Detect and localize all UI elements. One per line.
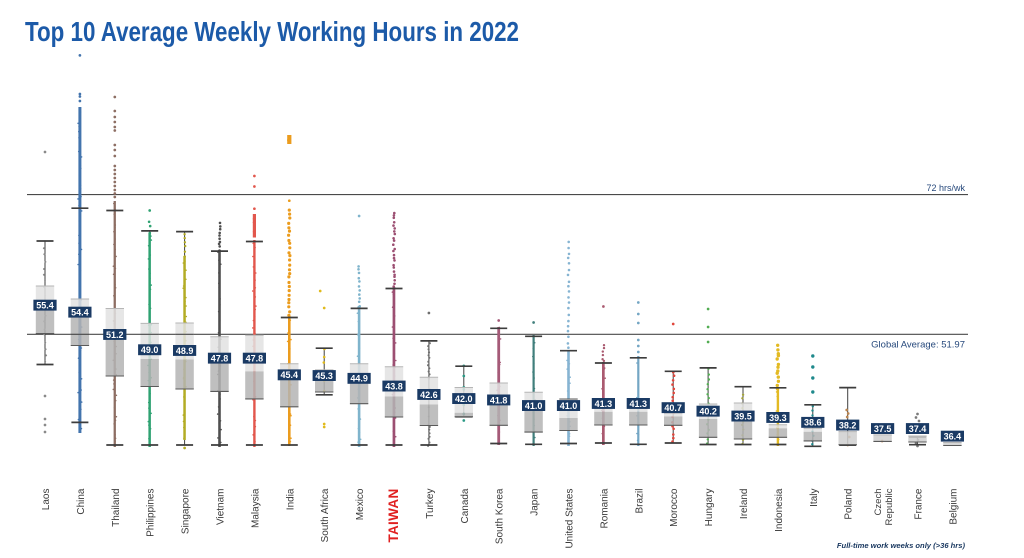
svg-text:49.0: 49.0 xyxy=(141,345,159,355)
svg-text:Turkey: Turkey xyxy=(425,489,436,519)
svg-text:47.8: 47.8 xyxy=(246,354,264,364)
svg-text:54.4: 54.4 xyxy=(71,308,89,318)
svg-text:36.4: 36.4 xyxy=(944,432,962,442)
svg-text:Poland: Poland xyxy=(844,489,855,520)
svg-text:Mexico: Mexico xyxy=(355,488,366,520)
svg-text:55.4: 55.4 xyxy=(36,301,54,311)
svg-text:41.8: 41.8 xyxy=(490,395,508,405)
svg-text:Philippines: Philippines xyxy=(146,489,157,537)
svg-text:45.4: 45.4 xyxy=(281,370,299,380)
svg-text:Singapore: Singapore xyxy=(181,488,192,534)
svg-text:42.0: 42.0 xyxy=(455,394,473,404)
svg-text:Global Average: 51.97: Global Average: 51.97 xyxy=(871,340,965,351)
svg-text:Vietnam: Vietnam xyxy=(216,489,227,526)
svg-text:Republic: Republic xyxy=(884,488,895,525)
svg-text:Full-time work weeks only (>36: Full-time work weeks only (>36 hrs) xyxy=(837,541,966,550)
svg-text:48.9: 48.9 xyxy=(176,346,194,356)
svg-text:Italy: Italy xyxy=(809,489,820,507)
svg-text:Top 10 Average Weekly Working: Top 10 Average Weekly Working Hours in 2… xyxy=(25,16,519,47)
svg-text:Hungary: Hungary xyxy=(704,489,715,527)
svg-text:Brazil: Brazil xyxy=(634,489,645,514)
svg-text:India: India xyxy=(285,488,296,510)
svg-text:Japan: Japan xyxy=(530,489,541,516)
svg-text:39.3: 39.3 xyxy=(769,413,787,423)
svg-text:Canada: Canada xyxy=(460,488,471,523)
svg-text:Thailand: Thailand xyxy=(111,489,122,527)
svg-text:South Korea: South Korea xyxy=(495,488,506,544)
svg-text:37.5: 37.5 xyxy=(874,424,892,434)
svg-text:38.6: 38.6 xyxy=(804,418,822,428)
svg-text:South Africa: South Africa xyxy=(320,488,331,542)
svg-text:41.0: 41.0 xyxy=(560,401,578,411)
svg-text:Romania: Romania xyxy=(599,488,610,528)
svg-text:45.3: 45.3 xyxy=(315,371,333,381)
svg-text:Laos: Laos xyxy=(41,489,52,511)
svg-text:40.7: 40.7 xyxy=(664,403,682,413)
svg-text:72 hrs/wk: 72 hrs/wk xyxy=(926,183,965,193)
svg-text:France: France xyxy=(914,488,925,520)
svg-text:Belgium: Belgium xyxy=(948,489,959,525)
svg-text:41.0: 41.0 xyxy=(525,401,543,411)
svg-text:44.9: 44.9 xyxy=(350,374,368,384)
svg-text:37.4: 37.4 xyxy=(909,424,927,434)
svg-text:China: China xyxy=(76,488,87,515)
svg-text:39.5: 39.5 xyxy=(734,411,752,421)
svg-text:Czech: Czech xyxy=(873,489,884,516)
svg-text:Indonesia: Indonesia xyxy=(774,488,785,532)
svg-text:Morocco: Morocco xyxy=(669,488,680,527)
svg-text:42.6: 42.6 xyxy=(420,390,438,400)
svg-text:41.3: 41.3 xyxy=(630,399,648,409)
svg-text:40.2: 40.2 xyxy=(699,407,717,417)
svg-text:41.3: 41.3 xyxy=(595,399,613,409)
svg-text:38.2: 38.2 xyxy=(839,420,857,430)
svg-text:United States: United States xyxy=(565,489,576,549)
svg-text:51.2: 51.2 xyxy=(106,330,124,340)
svg-text:47.8: 47.8 xyxy=(211,354,229,364)
svg-text:Ireland: Ireland xyxy=(739,489,750,520)
svg-text:43.8: 43.8 xyxy=(385,381,403,391)
svg-text:Malaysia: Malaysia xyxy=(250,488,261,528)
svg-text:TAIWAN: TAIWAN xyxy=(386,489,401,543)
